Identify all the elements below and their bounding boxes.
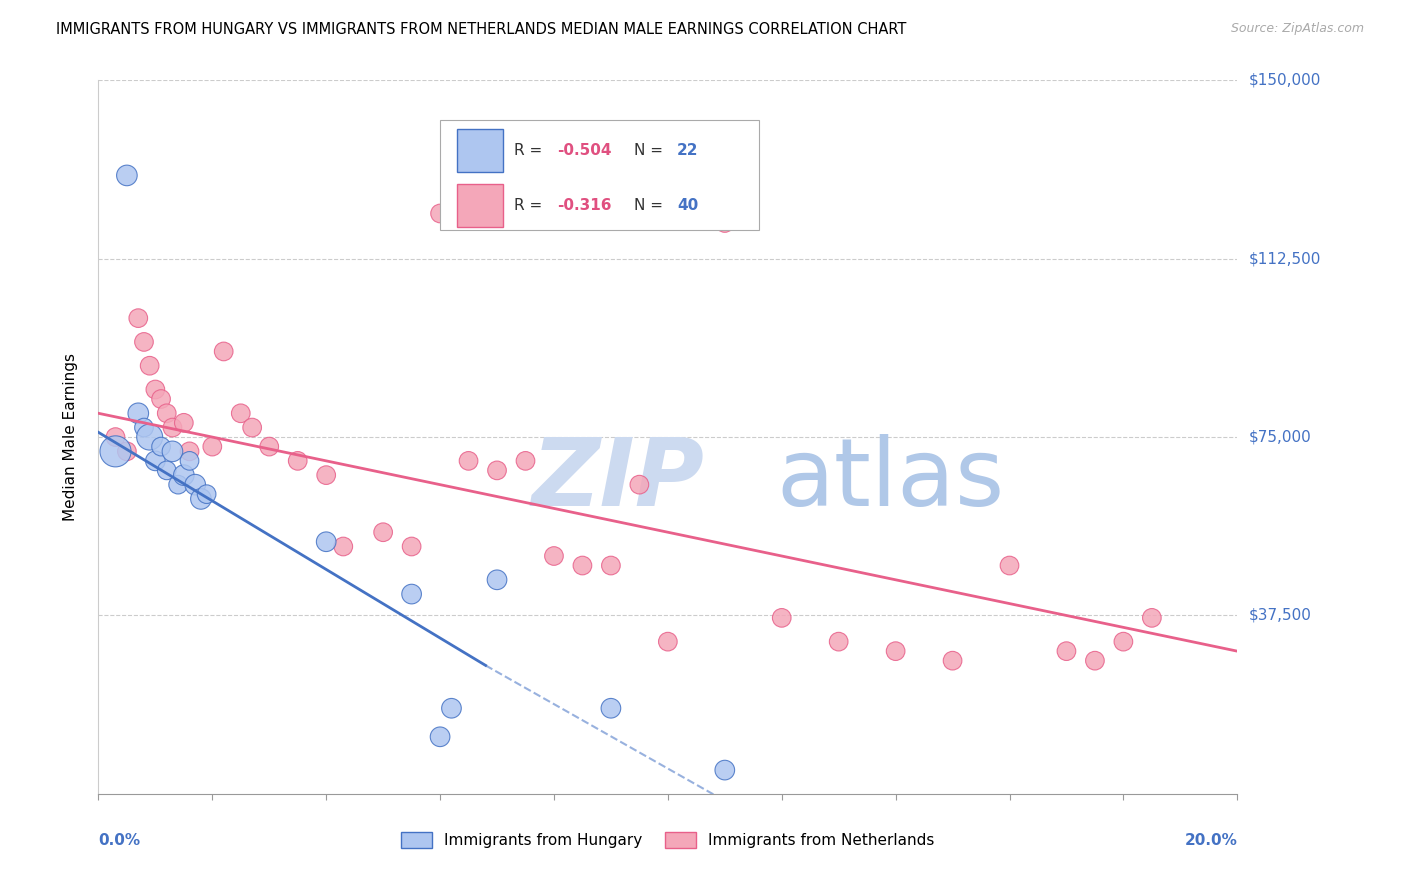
Point bbox=[229, 406, 252, 420]
Point bbox=[828, 634, 851, 648]
FancyBboxPatch shape bbox=[457, 129, 503, 172]
Point bbox=[571, 558, 593, 573]
Text: N =: N = bbox=[634, 143, 668, 158]
Point bbox=[315, 468, 337, 483]
Point bbox=[173, 416, 195, 430]
Point bbox=[429, 730, 451, 744]
Point bbox=[714, 763, 737, 777]
Text: 0.0%: 0.0% bbox=[98, 833, 141, 848]
Point bbox=[167, 477, 190, 491]
Point bbox=[173, 468, 195, 483]
Point bbox=[1112, 634, 1135, 648]
Text: R =: R = bbox=[515, 198, 547, 213]
FancyBboxPatch shape bbox=[440, 120, 759, 230]
Point bbox=[127, 311, 149, 326]
Point bbox=[212, 344, 235, 359]
Point bbox=[600, 558, 623, 573]
Point bbox=[942, 654, 965, 668]
Point bbox=[332, 540, 354, 554]
Point bbox=[770, 611, 793, 625]
Point bbox=[657, 634, 679, 648]
Text: $37,500: $37,500 bbox=[1249, 608, 1312, 623]
Text: N =: N = bbox=[634, 198, 668, 213]
Point bbox=[179, 454, 201, 468]
Point bbox=[240, 420, 263, 434]
Point bbox=[150, 440, 173, 454]
Text: Source: ZipAtlas.com: Source: ZipAtlas.com bbox=[1230, 22, 1364, 36]
Point bbox=[373, 525, 395, 540]
Point bbox=[145, 383, 167, 397]
Text: atlas: atlas bbox=[776, 434, 1004, 526]
Point bbox=[714, 216, 737, 230]
Point bbox=[127, 406, 149, 420]
Point bbox=[184, 477, 207, 491]
Point bbox=[628, 477, 651, 491]
Point bbox=[401, 587, 423, 601]
Y-axis label: Median Male Earnings: Median Male Earnings bbox=[63, 353, 77, 521]
Text: 22: 22 bbox=[676, 143, 699, 158]
Text: IMMIGRANTS FROM HUNGARY VS IMMIGRANTS FROM NETHERLANDS MEDIAN MALE EARNINGS CORR: IMMIGRANTS FROM HUNGARY VS IMMIGRANTS FR… bbox=[56, 22, 907, 37]
Text: $150,000: $150,000 bbox=[1249, 73, 1320, 87]
Point bbox=[315, 534, 337, 549]
Point bbox=[201, 440, 224, 454]
Point bbox=[190, 491, 212, 506]
Point bbox=[287, 454, 309, 468]
Text: ZIP: ZIP bbox=[531, 434, 704, 526]
Point bbox=[156, 463, 179, 477]
Point bbox=[515, 454, 537, 468]
Point bbox=[115, 444, 138, 458]
Point bbox=[115, 169, 138, 183]
Point bbox=[884, 644, 907, 658]
Point bbox=[162, 420, 184, 434]
Point bbox=[138, 359, 160, 373]
Point bbox=[1140, 611, 1163, 625]
Text: $112,500: $112,500 bbox=[1249, 252, 1320, 266]
Point bbox=[486, 573, 509, 587]
Point bbox=[138, 430, 160, 444]
Text: -0.504: -0.504 bbox=[557, 143, 612, 158]
Point bbox=[429, 206, 451, 220]
Point bbox=[1056, 644, 1078, 658]
Point bbox=[156, 406, 179, 420]
Text: R =: R = bbox=[515, 143, 547, 158]
Point bbox=[259, 440, 281, 454]
Legend: Immigrants from Hungary, Immigrants from Netherlands: Immigrants from Hungary, Immigrants from… bbox=[395, 826, 941, 854]
Text: -0.316: -0.316 bbox=[557, 198, 612, 213]
Point bbox=[440, 701, 463, 715]
Point bbox=[998, 558, 1021, 573]
Point bbox=[150, 392, 173, 406]
Point bbox=[145, 454, 167, 468]
Point bbox=[486, 463, 509, 477]
Point bbox=[162, 444, 184, 458]
Point bbox=[179, 444, 201, 458]
Point bbox=[1084, 654, 1107, 668]
Point bbox=[132, 334, 155, 349]
Point bbox=[132, 420, 155, 434]
Text: $75,000: $75,000 bbox=[1249, 430, 1312, 444]
Point bbox=[195, 487, 218, 501]
FancyBboxPatch shape bbox=[457, 185, 503, 227]
Point bbox=[104, 430, 127, 444]
Point bbox=[543, 549, 565, 563]
Text: 40: 40 bbox=[676, 198, 699, 213]
Text: 20.0%: 20.0% bbox=[1184, 833, 1237, 848]
Point bbox=[401, 540, 423, 554]
Point bbox=[600, 701, 623, 715]
Point bbox=[104, 444, 127, 458]
Point bbox=[457, 454, 479, 468]
